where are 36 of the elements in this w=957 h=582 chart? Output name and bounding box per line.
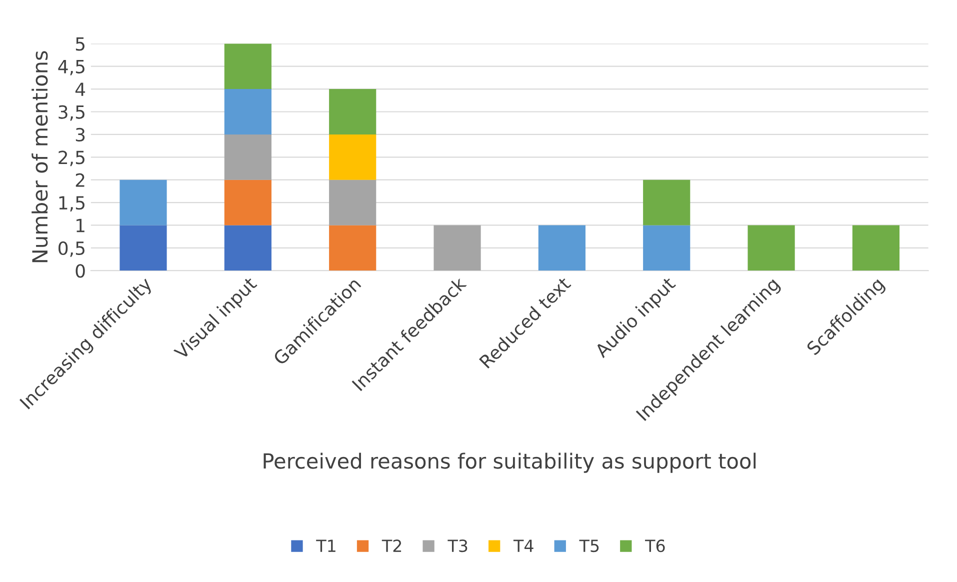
y-tick-label: 2,5 — [58, 150, 84, 166]
bar — [538, 225, 586, 271]
bar — [329, 89, 376, 134]
y-axis-title: Number of mentions — [32, 51, 48, 262]
legend-label: T3 — [448, 540, 468, 552]
y-tick-label: 5 — [76, 37, 84, 51]
bar — [224, 134, 272, 180]
legend-label: T4 — [513, 540, 534, 552]
bar — [434, 225, 481, 271]
bar — [643, 180, 690, 226]
y-tick-label: 4,5 — [58, 60, 84, 76]
bar — [329, 180, 376, 226]
y-tick-label: 4 — [75, 82, 86, 96]
bar — [643, 225, 690, 271]
y-tick-label: 0 — [76, 264, 85, 278]
legend-label: T6 — [645, 540, 665, 552]
y-tick-label: 1,5 — [59, 196, 84, 212]
bar — [224, 180, 272, 226]
legend-label: T5 — [579, 540, 599, 552]
bar — [224, 44, 272, 90]
bar — [224, 225, 272, 271]
bar — [329, 134, 376, 180]
bar — [120, 225, 167, 271]
bar — [329, 225, 376, 271]
bar — [224, 89, 272, 134]
y-tick-label: 1 — [76, 218, 84, 232]
bar — [120, 180, 167, 226]
bar — [852, 225, 900, 271]
y-tick-label: 0,5 — [58, 241, 84, 257]
x-axis-title: Perceived reasons for suitability as support tool — [264, 452, 756, 473]
y-tick-label: 3 — [76, 128, 85, 142]
legend-label: T1 — [316, 540, 336, 552]
y-tick-label: 2 — [76, 173, 84, 187]
legend-label: T2 — [382, 540, 402, 552]
bar — [748, 225, 795, 271]
y-tick-label: 3,5 — [58, 105, 84, 121]
